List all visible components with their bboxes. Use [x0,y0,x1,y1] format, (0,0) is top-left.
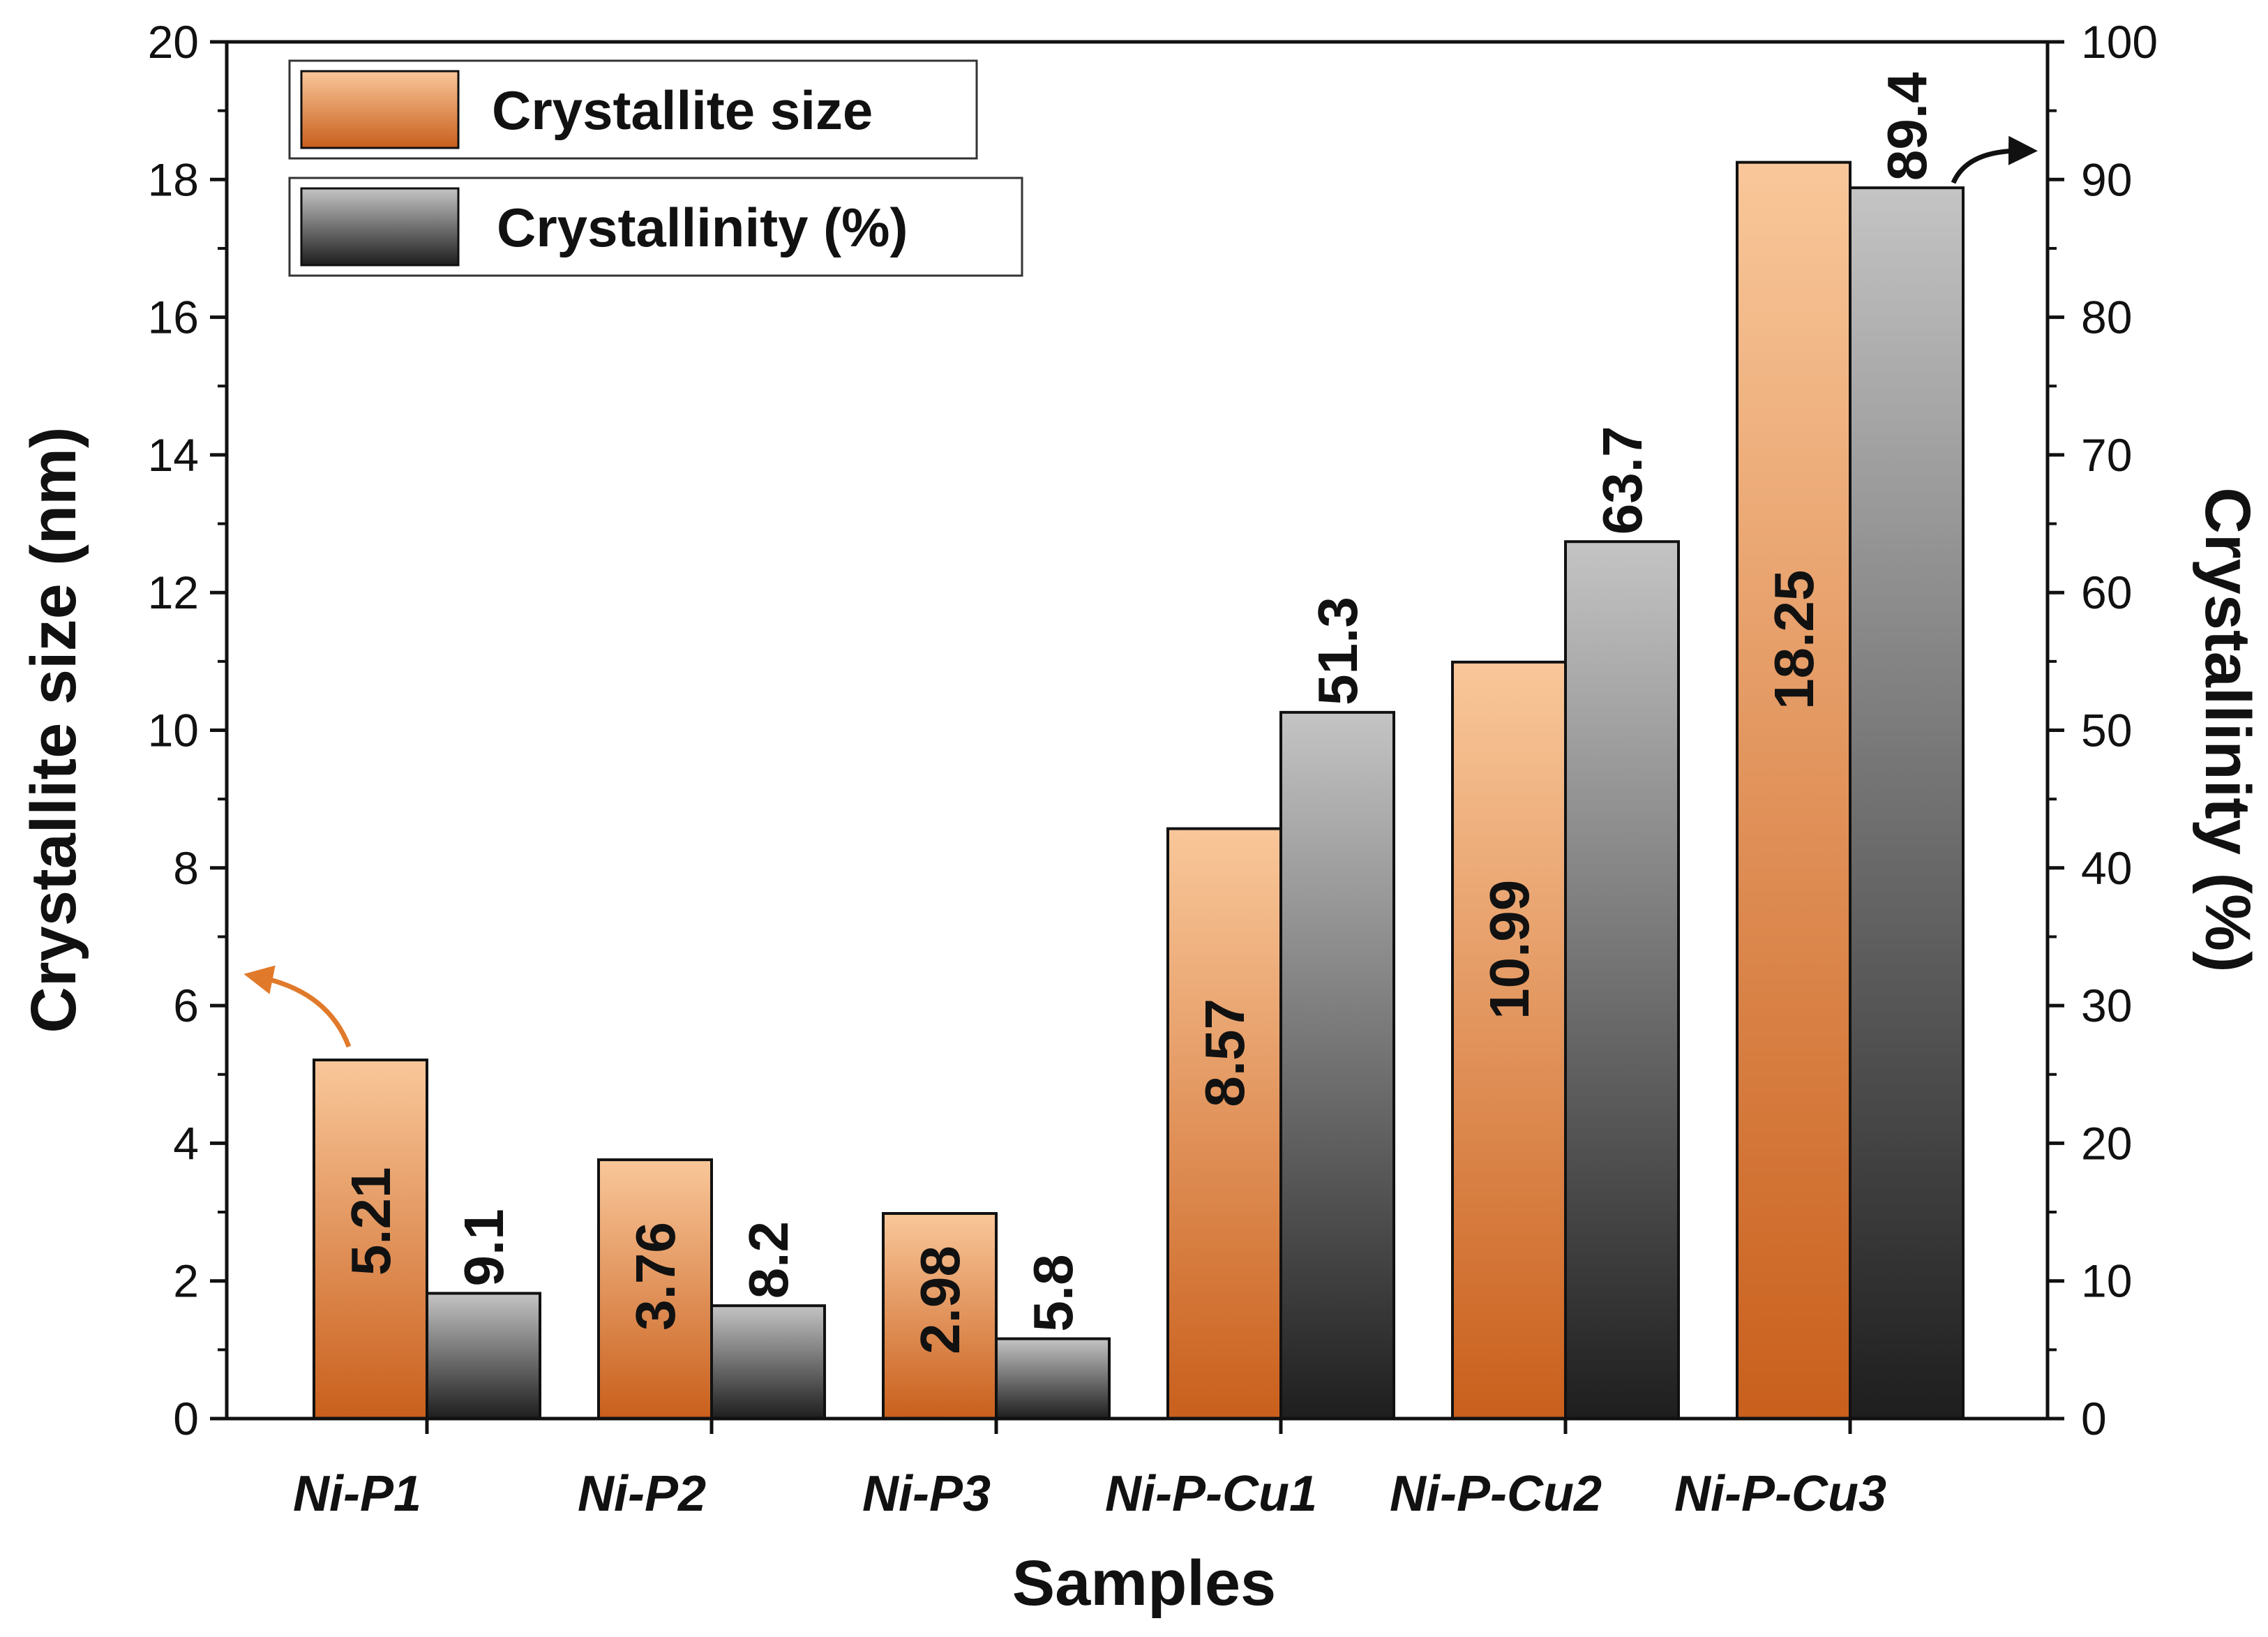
legend-item-crystallinity: Crystallinity (%) [288,177,1023,277]
y2-axis-title: Crystallinity (%) [2192,487,2263,972]
left-axis-arrow-icon [243,965,352,1048]
right-axis-arrow-icon [1951,135,2038,184]
ticks-layer: Ni-P1 Ni-P2 Ni-P3 Ni-P-Cu1 Ni-P-Cu2 Ni-P-Cu3 0… [148,16,2158,1522]
y-tick-label: 12 [148,567,199,618]
x-tick-label-ni-p-cu2: Ni-P-Cu2 [1390,1466,1602,1522]
y-tick-label: 16 [148,292,199,343]
bar-label-crystallite-size-ni-p-cu1: 8.57 [1194,999,1256,1107]
y-axis-title: Crystallite size (nm) [18,426,89,1033]
bars-layer [313,160,1965,1421]
bar-crystallinity-ni-p3 [995,1337,1111,1421]
x-axis-title: Samples [1012,1548,1276,1619]
x-tick-label-ni-p2: Ni-P2 [578,1466,706,1522]
bar-crystallite-size-ni-p-cu3 [1736,160,1852,1421]
bar-label-crystallite-size-ni-p-cu2: 10.99 [1478,880,1540,1019]
y2-tick-label: 70 [2081,429,2132,481]
bar-label-crystallinity-ni-p-cu3: 89.4 [1876,72,1938,181]
bar-labels-layer: 5.21 9.1 3.76 8.2 2.98 5.8 8.57 51.3 10.99 63.7 18… [340,72,1938,1354]
bar-crystallinity-ni-p2 [710,1304,826,1420]
bar-crystallinity-ni-p-cu1 [1279,710,1395,1420]
bar-crystallinity-ni-p-cu3 [1849,186,1965,1421]
bar-label-crystallinity-ni-p-cu1: 51.3 [1307,597,1369,705]
bar-crystallite-size-ni-p-cu1 [1166,827,1282,1420]
y2-tick-label: 80 [2081,292,2132,343]
y2-tick-label: 30 [2081,980,2132,1031]
y-tick-label: 10 [148,705,199,756]
y2-tick-label: 20 [2081,1117,2132,1169]
legend-label-crystallite-size: Crystallite size [492,80,873,141]
bar-crystallite-size-ni-p3 [882,1212,998,1420]
y2-tick-label: 90 [2081,154,2132,205]
bar-crystallite-size-ni-p2 [597,1158,713,1421]
y2-tick-label: 100 [2081,16,2158,68]
x-tick-label-ni-p-cu3: Ni-P-Cu3 [1674,1466,1886,1522]
legend-item-crystallite-size: Crystallite size [288,59,978,160]
y2-tick-label: 40 [2081,842,2132,894]
y-tick-label: 4 [173,1117,199,1169]
bar-label-crystallite-size-ni-p1: 5.21 [340,1167,402,1276]
y-tick-label: 6 [173,980,199,1031]
bar-label-crystallinity-ni-p-cu2: 63.7 [1591,426,1653,535]
bar-crystallite-size-ni-p-cu2 [1451,660,1567,1420]
legend-label-crystallinity: Crystallinity (%) [497,197,908,258]
bar-label-crystallite-size-ni-p-cu3: 18.25 [1763,570,1825,710]
x-tick-label-ni-p-cu1: Ni-P-Cu1 [1105,1466,1317,1522]
y-tick-label: 2 [173,1255,199,1307]
y-tick-label: 18 [148,154,199,205]
y-tick-label: 8 [173,842,199,894]
legend: Crystallite size Crystallinity (%) [288,59,1023,277]
y-tick-label: 20 [148,16,199,68]
bar-label-crystallinity-ni-p2: 8.2 [737,1221,799,1299]
bar-label-crystallinity-ni-p1: 9.1 [453,1209,515,1286]
bar-crystallinity-ni-p-cu2 [1564,540,1680,1420]
y2-tick-label: 0 [2081,1393,2107,1444]
x-tick-label-ni-p3: Ni-P3 [862,1466,991,1522]
bar-crystallite-size-ni-p1 [313,1059,428,1420]
bar-label-crystallite-size-ni-p3: 2.98 [909,1246,971,1354]
x-tick-label-ni-p1: Ni-P1 [293,1466,421,1522]
bar-label-crystallinity-ni-p3: 5.8 [1022,1254,1084,1331]
bar-label-crystallite-size-ni-p2: 3.76 [624,1222,686,1331]
y-tick-label: 14 [148,429,199,481]
y-tick-label: 0 [173,1393,199,1444]
y2-tick-label: 10 [2081,1255,2132,1307]
legend-swatch-crystallite-size [300,70,460,149]
y2-tick-label: 60 [2081,567,2132,618]
y2-tick-label: 50 [2081,705,2132,756]
legend-swatch-crystallinity [300,187,460,267]
bar-crystallinity-ni-p1 [426,1292,541,1421]
